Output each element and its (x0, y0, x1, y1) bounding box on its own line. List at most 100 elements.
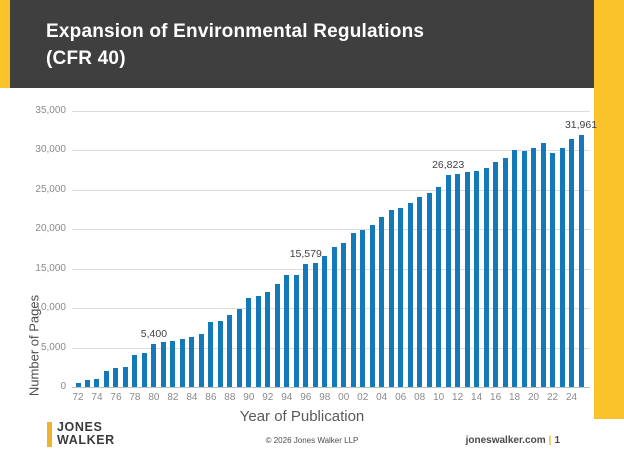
slide-title: Expansion of Environmental Regulations (… (46, 18, 424, 72)
bar-1974 (94, 378, 100, 387)
bar-1979 (141, 352, 147, 387)
bar-2010 (436, 187, 442, 387)
x-tick-label: 16 (490, 392, 502, 403)
left-accent-bar (0, 0, 10, 88)
bar-2024 (569, 138, 574, 387)
x-tick-label: 86 (205, 392, 217, 403)
x-tick-label: 84 (186, 392, 198, 403)
bar-1995 (293, 274, 299, 387)
bar-2019 (521, 151, 527, 387)
bar-2007 (407, 203, 413, 387)
bar-2016 (493, 162, 499, 387)
bar-2002 (360, 230, 366, 387)
gridline (72, 347, 590, 349)
slide-title-line1: Expansion of Environmental Regulations (46, 21, 425, 42)
bar-1977 (122, 366, 128, 387)
x-tick-label: 90 (243, 392, 255, 403)
gridline (72, 268, 590, 270)
y-tick-label: 20,000 (35, 223, 66, 235)
bar-1987 (217, 321, 223, 387)
y-tick-label: 0 (60, 381, 66, 392)
x-tick-label: 76 (110, 392, 122, 403)
x-tick-label: 96 (300, 392, 312, 403)
website-link[interactable]: joneswalker.com (465, 435, 546, 446)
bar-1993 (274, 284, 280, 387)
bar-2017 (502, 158, 508, 387)
x-tick-label: 18 (509, 392, 521, 403)
bar-1972 (75, 383, 81, 387)
bar-2022 (550, 152, 556, 387)
bar-1997 (312, 263, 318, 387)
bar-2004 (379, 216, 385, 387)
x-tick-label: 92 (262, 392, 274, 403)
bar-2003 (369, 224, 375, 387)
data-label-2025: 31,961 (564, 118, 598, 131)
bar-1985 (198, 334, 204, 387)
bar-2009 (426, 193, 432, 387)
x-tick-label: 12 (452, 392, 464, 403)
bar-1988 (227, 315, 233, 387)
y-tick-label: 35,000 (35, 105, 66, 116)
x-tick-label: 10 (433, 392, 445, 403)
y-tick-label: 15,000 (35, 262, 66, 274)
y-tick-label: 30,000 (35, 144, 66, 156)
y-tick-label: 5,000 (40, 341, 66, 353)
bar-chart: Number of Pages 0 5,000 10,000 15,000 20,000… (10, 95, 598, 435)
bar-1975 (103, 371, 109, 387)
y-tick-label: 10,000 (35, 302, 66, 314)
data-label-1980: 5,400 (140, 328, 168, 341)
bar-1986 (208, 321, 214, 387)
footer-separator: | (548, 435, 552, 446)
x-tick-label: 82 (167, 392, 179, 403)
logo-text: JONES WALKER (57, 421, 115, 447)
bar-1984 (189, 337, 195, 387)
bar-1994 (284, 275, 290, 387)
x-tick-label: 20 (527, 392, 540, 403)
right-accent-bar (594, 0, 624, 419)
bar-2000 (341, 243, 347, 387)
x-tick-label: 04 (376, 392, 388, 403)
x-tick-label: 80 (148, 392, 160, 403)
bar-1982 (170, 340, 176, 387)
bar-1973 (84, 379, 90, 387)
data-label-2011: 26,823 (432, 159, 465, 172)
bar-1991 (255, 295, 261, 387)
gridline (72, 189, 590, 191)
x-tick-label: 06 (395, 392, 407, 403)
bar-1996 (303, 264, 309, 387)
footer-site-line: joneswalker.com | 1 (360, 435, 560, 446)
bar-1978 (132, 354, 138, 387)
bar-1983 (179, 339, 185, 387)
x-tick-label: 24 (565, 392, 578, 403)
data-label-1996: 15,579 (289, 248, 322, 261)
x-tick-label: 22 (546, 392, 559, 403)
x-tick-label: 94 (281, 392, 293, 403)
slide-title-line2: (CFR 40) (46, 48, 126, 69)
gridline (72, 150, 590, 152)
bar-2005 (388, 209, 394, 387)
logo-line1: JONES (57, 420, 103, 434)
bar-1989 (236, 308, 242, 387)
bar-2011 (445, 175, 451, 387)
bar-1976 (113, 367, 119, 387)
bar-2006 (398, 207, 404, 387)
slide-header: Expansion of Environmental Regulations (… (10, 0, 594, 88)
x-tick-label: 72 (72, 392, 84, 403)
x-tick-label: 88 (224, 392, 236, 403)
bar-2012 (455, 174, 461, 387)
bar-2015 (483, 167, 489, 387)
bar-2021 (540, 142, 546, 387)
bar-1980 (151, 344, 157, 387)
x-axis-line (72, 387, 590, 388)
bar-2023 (559, 148, 565, 387)
bar-2013 (464, 171, 470, 387)
bar-1992 (265, 291, 271, 387)
bar-2020 (531, 148, 537, 387)
bar-1998 (322, 256, 328, 387)
bar-1981 (160, 342, 166, 387)
x-tick-label: 14 (471, 392, 483, 403)
bar-2025 (578, 134, 584, 387)
page-number: 1 (554, 435, 560, 446)
x-tick-label: 08 (414, 392, 426, 403)
